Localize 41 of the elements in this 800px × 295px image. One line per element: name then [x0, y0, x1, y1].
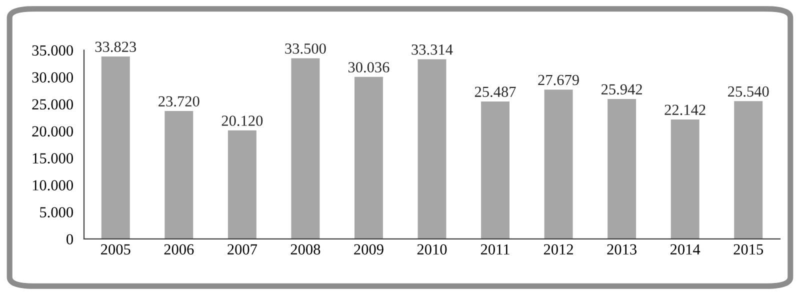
data-label: 25.487: [474, 86, 516, 98]
x-tick-label: 2007: [228, 244, 258, 255]
x-tick-label: 2011: [480, 244, 510, 255]
data-label: 33.823: [95, 42, 136, 52]
x-tick-label: 2006: [164, 244, 194, 255]
y-tick-label: 30.000: [32, 72, 73, 83]
data-label: 23.720: [158, 96, 200, 107]
bar: [734, 101, 763, 239]
y-tick-label: 0: [66, 234, 73, 244]
bar: [354, 76, 383, 239]
x-tick-label: 2008: [290, 244, 320, 255]
data-label: 22.142: [664, 104, 706, 116]
bar: [670, 120, 700, 239]
y-tick-label: 5.000: [40, 207, 73, 218]
x-tick-label: 2010: [417, 244, 447, 255]
x-tick-label: 2014: [670, 244, 700, 255]
y-tick-label: 20.000: [32, 126, 73, 137]
bar: [608, 99, 636, 239]
data-label: 27.679: [538, 74, 579, 86]
data-label: 25.942: [601, 84, 642, 95]
bar: [164, 111, 194, 239]
y-tick-label: 35.000: [32, 45, 73, 56]
x-tick-label: 2012: [544, 244, 573, 255]
y-tick-label: 15.000: [32, 153, 73, 164]
x-tick-label: 2005: [101, 244, 130, 255]
data-label: 30.036: [348, 62, 390, 72]
data-label: 33.500: [285, 43, 326, 54]
bar: [544, 90, 573, 239]
data-label: 25.540: [728, 86, 769, 97]
y-tick-label: 25.000: [32, 99, 73, 110]
y-tick-label: 10.000: [32, 180, 73, 191]
bar: [228, 130, 256, 239]
data-label: 20.120: [222, 116, 263, 126]
bar: [291, 58, 320, 239]
bar: [101, 56, 130, 239]
data-label: 33.314: [412, 44, 453, 55]
x-tick-label: 2013: [607, 244, 636, 255]
x-tick-label: 2009: [354, 244, 384, 255]
x-tick-label: 2015: [734, 244, 764, 255]
bar: [418, 59, 446, 239]
bar: [481, 101, 510, 239]
